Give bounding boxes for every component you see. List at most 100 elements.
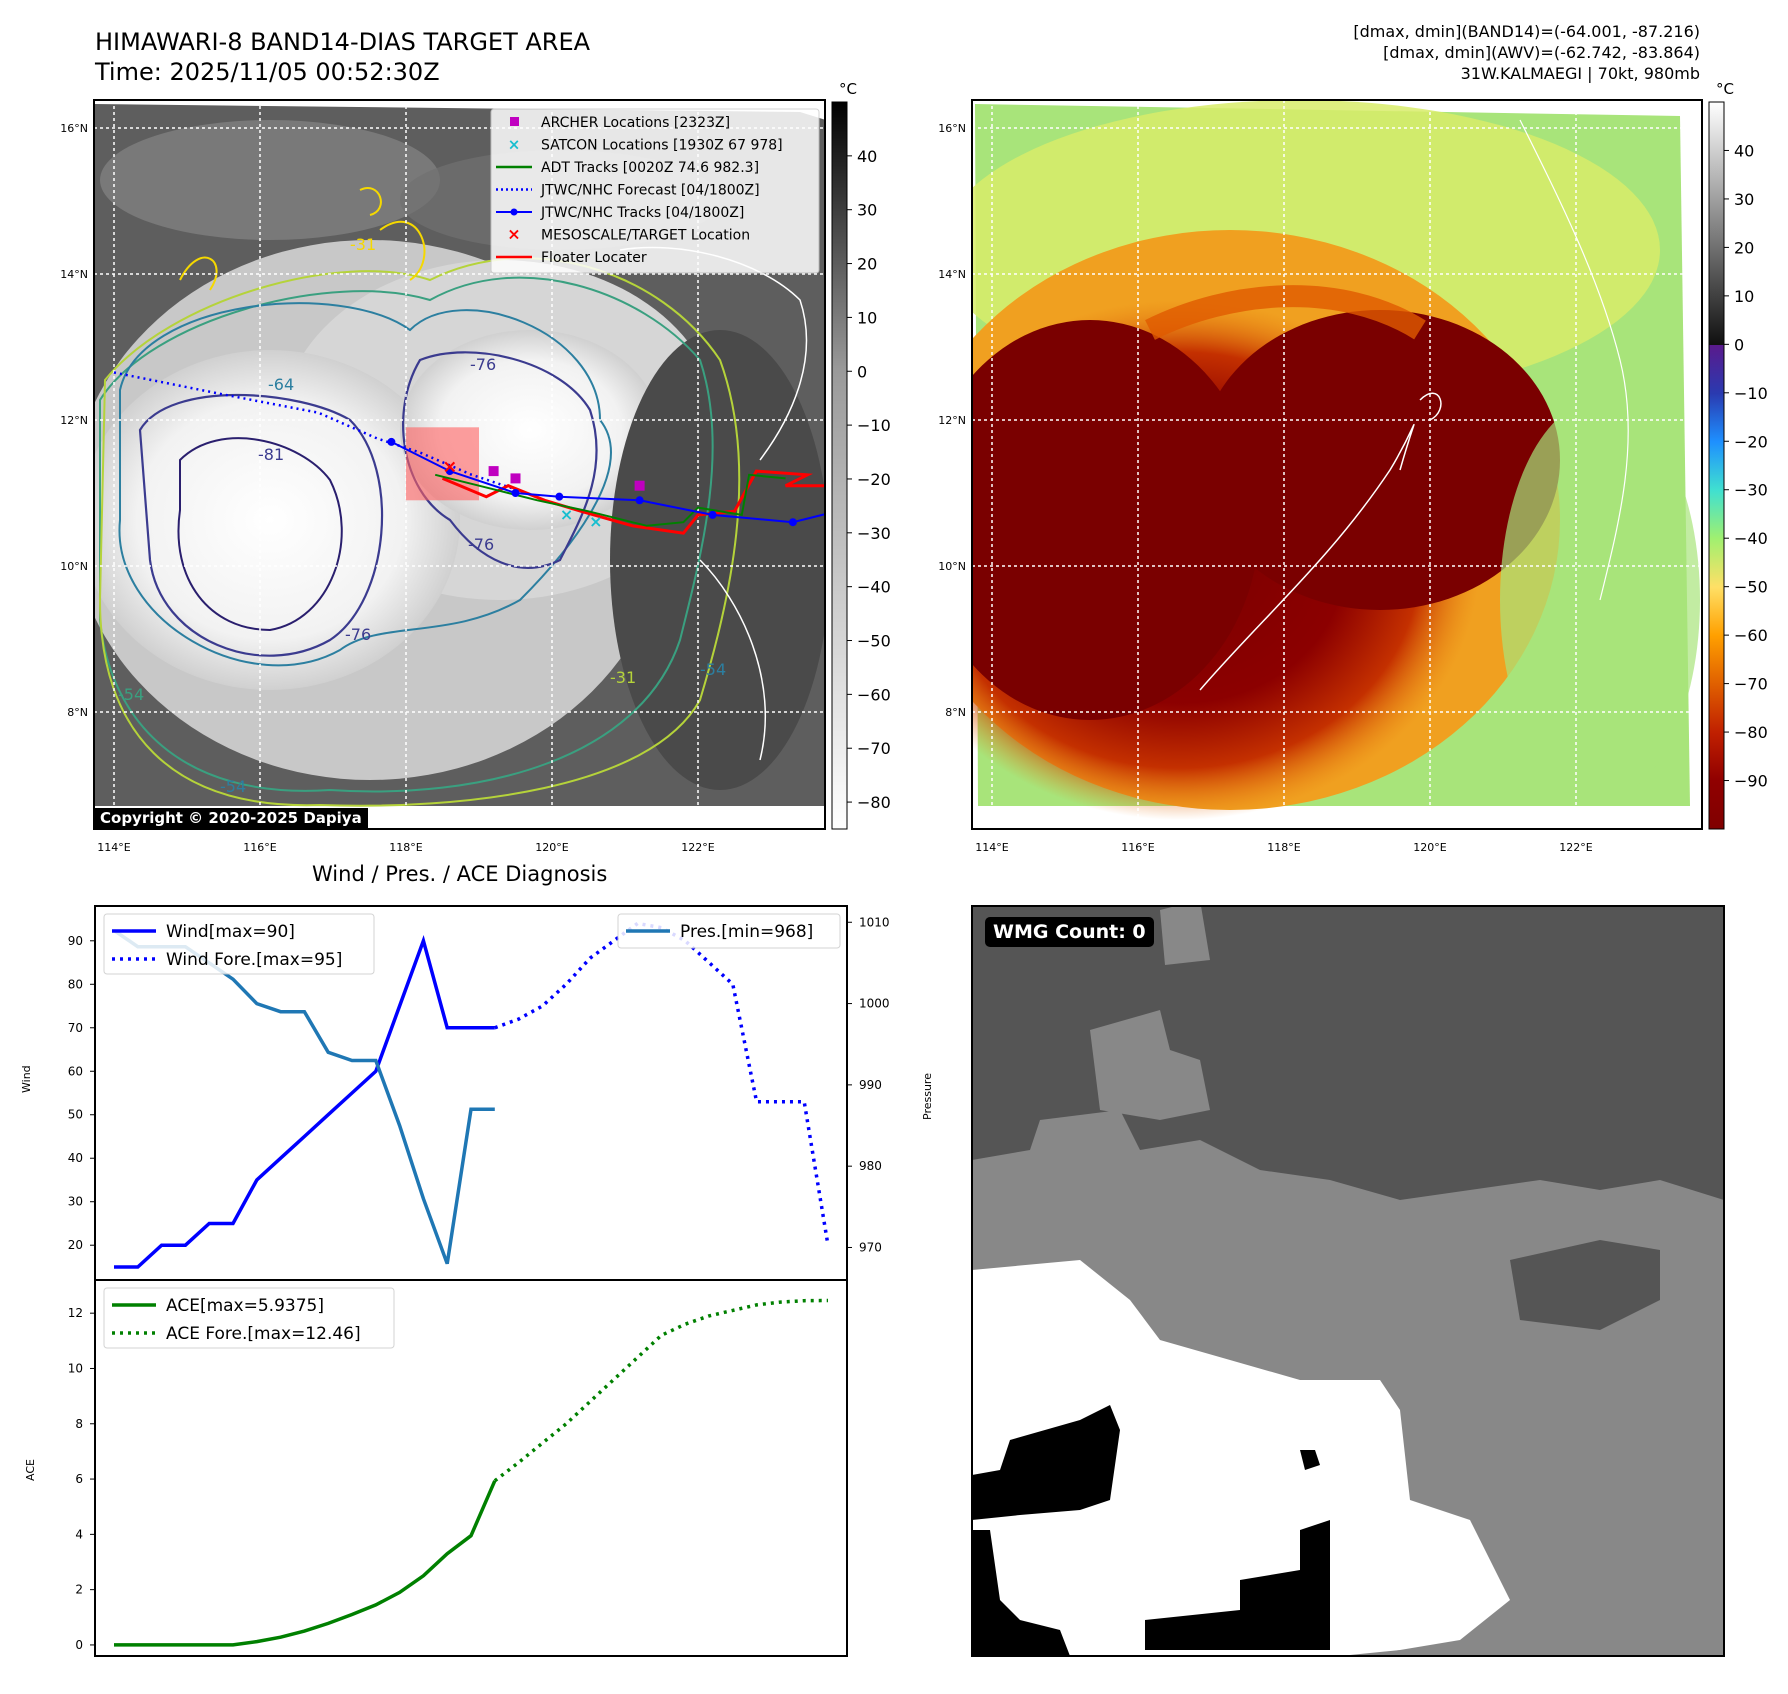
lat-tick-label: 8°N (67, 706, 88, 719)
lon-tick-labels: 114°E 116°E 118°E 120°E 122°E (97, 841, 714, 854)
y-tick-label: 0 (75, 1638, 83, 1652)
lon-tick-label: 122°E (1559, 841, 1592, 854)
archer-point (510, 473, 521, 484)
ace-y-axis-label: ACE (24, 1459, 37, 1481)
enh-colorbar-top (1709, 102, 1724, 345)
lon-tick-label: 116°E (1121, 841, 1154, 854)
y-tick-label: 4 (75, 1527, 83, 1541)
legend-label: Pres.[min=968] (680, 922, 813, 942)
jtwc-track-point (555, 492, 564, 501)
enh-colorbar-bottom (1709, 345, 1724, 829)
wind-y-axis-label: Wind (20, 1065, 33, 1093)
ir-colorbar-ticks: 40 30 20 10 0 −10 −20 −30 −40 −50 −60 −70 −80 (847, 147, 891, 812)
coastline (1199, 392, 1442, 691)
lon-tick-label: 120°E (535, 841, 568, 854)
lon-tick-label: 122°E (681, 841, 714, 854)
lat-tick-label: 8°N (945, 706, 966, 719)
y-tick-label: 8 (75, 1417, 83, 1431)
stats-line-1: [dmax, dmin](BAND14)=(-64.001, -87.216) (1353, 22, 1700, 41)
series-line-0 (114, 1480, 497, 1647)
contour-label: -76 (345, 625, 371, 644)
lon-tick-label: 118°E (1267, 841, 1300, 854)
colorbar-tick-label: 30 (857, 201, 877, 220)
colorbar-tick-label: −50 (857, 632, 891, 651)
lat-tick-label: 14°N (60, 268, 88, 281)
contour-line (138, 393, 384, 657)
lon-tick-label: 116°E (243, 841, 276, 854)
colorbar-tick-label: 0 (1734, 335, 1744, 354)
wmg-border (971, 905, 1725, 1657)
y-tick-label: 2 (75, 1583, 83, 1597)
legend-marker (510, 208, 518, 216)
lat-tick-label: 12°N (60, 414, 88, 427)
y2-tick-label: 970 (859, 1240, 882, 1254)
contour-label: -31 (350, 235, 376, 254)
y-tick-label: 40 (68, 1151, 83, 1165)
contour-label: -81 (258, 445, 284, 464)
pressure-y-axis-label: Pressure (921, 1073, 934, 1120)
y-tick-label: 6 (75, 1472, 83, 1486)
lon-tick-label: 120°E (1413, 841, 1446, 854)
ir-colorbar: 40 30 20 10 0 −10 −20 −30 −40 −50 −60 −70 −80 (831, 101, 891, 830)
y2-tick-label: 1010 (859, 915, 890, 929)
enh-cdo (1200, 310, 1560, 610)
y-tick-label: 30 (68, 1195, 83, 1209)
wmg-black-region (1300, 1450, 1320, 1470)
lon-tick-label: 114°E (975, 841, 1008, 854)
ir-colorbar-gradient (831, 101, 848, 830)
ace-plot-area (114, 1298, 829, 1647)
jtwc-forecast-track (113, 371, 516, 491)
legend-box (617, 913, 841, 949)
wmg-count-badge: WMG Count: 0 (985, 917, 1154, 947)
pressure-y-ticks: 970 980 990 1000 1010 (847, 915, 890, 1254)
legend-label: ARCHER Locations [2323Z] (541, 115, 730, 131)
ace-y-ticks: 0 2 4 6 8 10 12 (68, 1306, 95, 1652)
enhanced-map-panel: 16°N 14°N 12°N 10°N 8°N 114°E 116°E 118°E 120°E… (938, 99, 1703, 854)
satcon-point: × (589, 512, 602, 531)
colorbar-tick-label: 30 (1734, 190, 1754, 209)
wmg-mid-region (1090, 1010, 1210, 1120)
copyright-badge: Copyright © 2020-2025 Dapiya (94, 808, 368, 828)
track-legend: ARCHER Locations [2323Z] × SATCON Location… (490, 108, 820, 274)
floater-track (441, 469, 825, 535)
storm-tracks: × × × (113, 371, 825, 535)
jtwc-track-point (788, 518, 797, 527)
colorbar-tick-label: −70 (1734, 675, 1768, 694)
lat-tick-label: 10°N (60, 560, 88, 573)
wind-pressure-chart: 20 30 40 50 60 70 80 90 970 980 990 1000 1010 Wind[… (68, 905, 890, 1281)
ir-colorbar-unit: °C (839, 80, 857, 98)
ir-cloud-band (100, 120, 440, 240)
wind-legend: Wind[max=90] Wind Fore.[max=95] (103, 913, 375, 975)
stats-line-3: 31W.KALMAEGI | 70kt, 980mb (1460, 64, 1700, 83)
y-tick-label: 60 (68, 1064, 83, 1078)
enh-spiral-band (1145, 285, 1426, 340)
y-tick-label: 12 (68, 1306, 83, 1320)
colorbar-tick-label: 20 (1734, 238, 1754, 257)
series-line-0 (114, 935, 495, 1269)
jtwc-track-point (511, 489, 520, 497)
stats-line-2: [dmax, dmin](AWV)=(-62.742, -83.864) (1383, 43, 1700, 62)
legend-label: Floater Locater (541, 250, 647, 266)
map-grid (972, 100, 1702, 829)
colorbar-tick-label: −10 (857, 416, 891, 435)
wmg-dark-region (1510, 1240, 1660, 1330)
y2-tick-label: 980 (859, 1159, 882, 1173)
colorbar-tick-label: −20 (1734, 432, 1768, 451)
contour-label: -54 (220, 777, 246, 796)
legend-label: SATCON Locations [1930Z 67 978] (541, 138, 783, 154)
series-line-1 (493, 1298, 829, 1483)
legend-box (103, 913, 375, 975)
colorbar-tick-label: −70 (857, 739, 891, 758)
y-tick-label: 50 (68, 1108, 83, 1122)
legend-label: JTWC/NHC Forecast [04/1800Z] (540, 183, 760, 199)
colorbar-tick-label: −60 (857, 685, 891, 704)
legend-box (103, 1287, 395, 1349)
wmg-white-region (972, 1260, 1510, 1656)
colorbar-tick-label: −80 (1734, 723, 1768, 742)
wmg-mid-region (1160, 906, 1210, 965)
lat-tick-labels: 16°N 14°N 12°N 10°N 8°N (60, 122, 88, 719)
legend-box (490, 108, 820, 274)
legend-label: Wind Fore.[max=95] (166, 950, 342, 970)
